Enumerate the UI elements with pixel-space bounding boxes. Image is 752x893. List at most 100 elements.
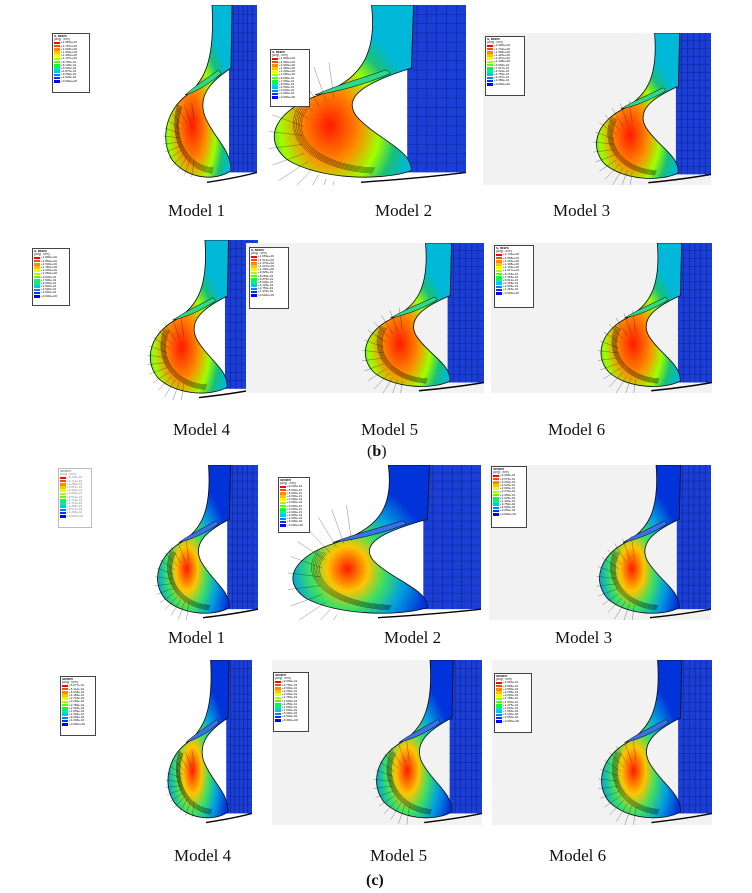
legend-row: +4.359e-01 (496, 282, 532, 285)
legend-color-swatch (62, 687, 68, 691)
mesh-radial-line (378, 795, 396, 807)
legend-subtitle: (Avg: 75%) (272, 54, 288, 58)
legend-row: +1.375e+00 (251, 262, 287, 265)
legend-color-swatch (487, 51, 493, 54)
legend-row: +5.000e-01 (280, 492, 308, 495)
contour-legend: S, Mises (Avg: 75%) +1.900e+00 +1.742e+00 +1… (485, 36, 525, 96)
model-label: Model 3 (553, 201, 611, 220)
mesh-arc (610, 118, 657, 173)
legend-value: +1.000e-01 (287, 517, 303, 521)
mesh-arc (177, 106, 214, 170)
legend-row: +2.500e-02 (275, 715, 307, 719)
legend-value: +1.744e+00 (503, 253, 520, 257)
subfigure-letter: b (372, 443, 382, 460)
mesh-arc (176, 751, 211, 815)
mesh-radial-line (624, 805, 632, 825)
mesh-arc (612, 119, 657, 171)
mesh-radial-line (297, 541, 326, 561)
legend-color-swatch (62, 710, 68, 713)
mesh-radial-line (290, 594, 323, 607)
legend-row: +1.453e-01 (496, 288, 532, 292)
legend-value: +5.500e-01 (258, 280, 274, 284)
contact-surface (377, 608, 481, 619)
legend-value: +2.550e-01 (503, 687, 519, 691)
mesh-radial-line (599, 122, 617, 135)
legend-row: +3.718e-01 (62, 697, 94, 701)
legend-value: +1.462e+00 (61, 50, 78, 54)
legend-color-swatch (272, 92, 278, 96)
legend-row: +3.060e-01 (496, 681, 530, 685)
mesh-radial-line (191, 749, 195, 766)
legend-color-swatch (272, 86, 278, 89)
legend-value: +1.100e+00 (258, 268, 275, 272)
mesh-radial-line (593, 141, 614, 145)
mesh-radial-line (163, 135, 180, 139)
legend-value: +3.500e-01 (287, 501, 303, 505)
mesh-radial-line (346, 505, 352, 541)
legend-row: +7.500e-02 (275, 709, 307, 712)
legend-color-swatch (251, 262, 257, 265)
legend-row: +9.625e-01 (251, 271, 287, 275)
legend-color-swatch (34, 256, 40, 260)
legend-value: +5.112e-01 (69, 687, 85, 691)
legend-value: +1.453e-01 (503, 288, 519, 292)
mesh-radial-line (184, 105, 191, 122)
fe-mesh-graphic (596, 465, 711, 620)
legend-value: +1.583e-01 (494, 79, 510, 83)
fe-seal-lip (398, 719, 441, 743)
legend-row: +2.250e-01 (275, 690, 307, 693)
legend-row: +6.875e-01 (251, 278, 287, 281)
legend-row: +1.350e+00 (34, 266, 68, 269)
legend-value: +2.250e-01 (282, 689, 298, 693)
mesh-arc (613, 551, 658, 608)
legend-row: +6.333e-01 (487, 70, 523, 73)
legend-row: +9.750e-02 (493, 503, 525, 506)
legend-row: +1.425e+00 (487, 54, 523, 57)
fe-part-group (287, 465, 481, 620)
legend-row: +7.650e-02 (496, 710, 530, 713)
mesh-radial-line (186, 602, 190, 620)
fe-part-group (165, 660, 252, 824)
legend-value: +4.125e-01 (258, 284, 274, 288)
legend-color-swatch (280, 514, 286, 517)
mesh-arc (390, 753, 432, 811)
mesh-radial-line (406, 806, 410, 825)
mesh-radial-line (406, 741, 410, 762)
legend-value: +6.000e-01 (279, 82, 295, 86)
mesh-radial-line (268, 131, 303, 136)
legend-value: +1.250e-01 (282, 702, 298, 706)
legend-value: +3.000e-01 (282, 680, 298, 684)
legend-value: +9.295e-02 (69, 716, 85, 720)
mesh-radial-line (177, 108, 188, 124)
mesh-radial-line (400, 380, 403, 393)
legend-value: +1.308e+00 (503, 262, 520, 266)
legend-row: +1.108e+00 (487, 60, 523, 64)
mesh-radial-line (599, 159, 617, 172)
legend-subtitle: (Avg: 75%) (275, 677, 291, 681)
mesh-arc (162, 329, 206, 388)
legend-color-swatch (272, 70, 278, 74)
mesh-radial-line (598, 566, 617, 574)
legend-value: +3.000e-01 (279, 89, 295, 93)
legend-color-swatch (60, 502, 66, 505)
mesh-radial-line (595, 131, 615, 140)
legend-row: +1.300e+00 (54, 54, 88, 58)
legend-value: +4.000e-01 (287, 498, 303, 502)
mesh-radial-line (368, 330, 387, 343)
contour-legend: S, Mises (Avg: 75%) +1.950e+00 +1.787e+00 +1… (52, 33, 90, 93)
legend-value: +4.286e-02 (67, 511, 83, 515)
legend-color-swatch (272, 60, 278, 64)
legend-value: +1.583e+00 (494, 50, 511, 54)
legend-value: +1.750e-01 (282, 696, 298, 700)
fe-part-group (362, 243, 484, 393)
legend-row: +8.250e-01 (251, 275, 287, 278)
mesh-radial-line (609, 371, 624, 387)
mesh-radial-line (154, 576, 173, 580)
fe-mesh-graphic (268, 5, 466, 185)
legend-color-swatch (493, 493, 499, 497)
legend-row: +2.550e-01 (496, 688, 530, 691)
legend-row: +4.125e-01 (251, 284, 287, 287)
legend-value: +2.500e-01 (282, 686, 298, 690)
legend-color-swatch (34, 279, 40, 282)
legend-row: +7.265e-01 (496, 276, 532, 279)
